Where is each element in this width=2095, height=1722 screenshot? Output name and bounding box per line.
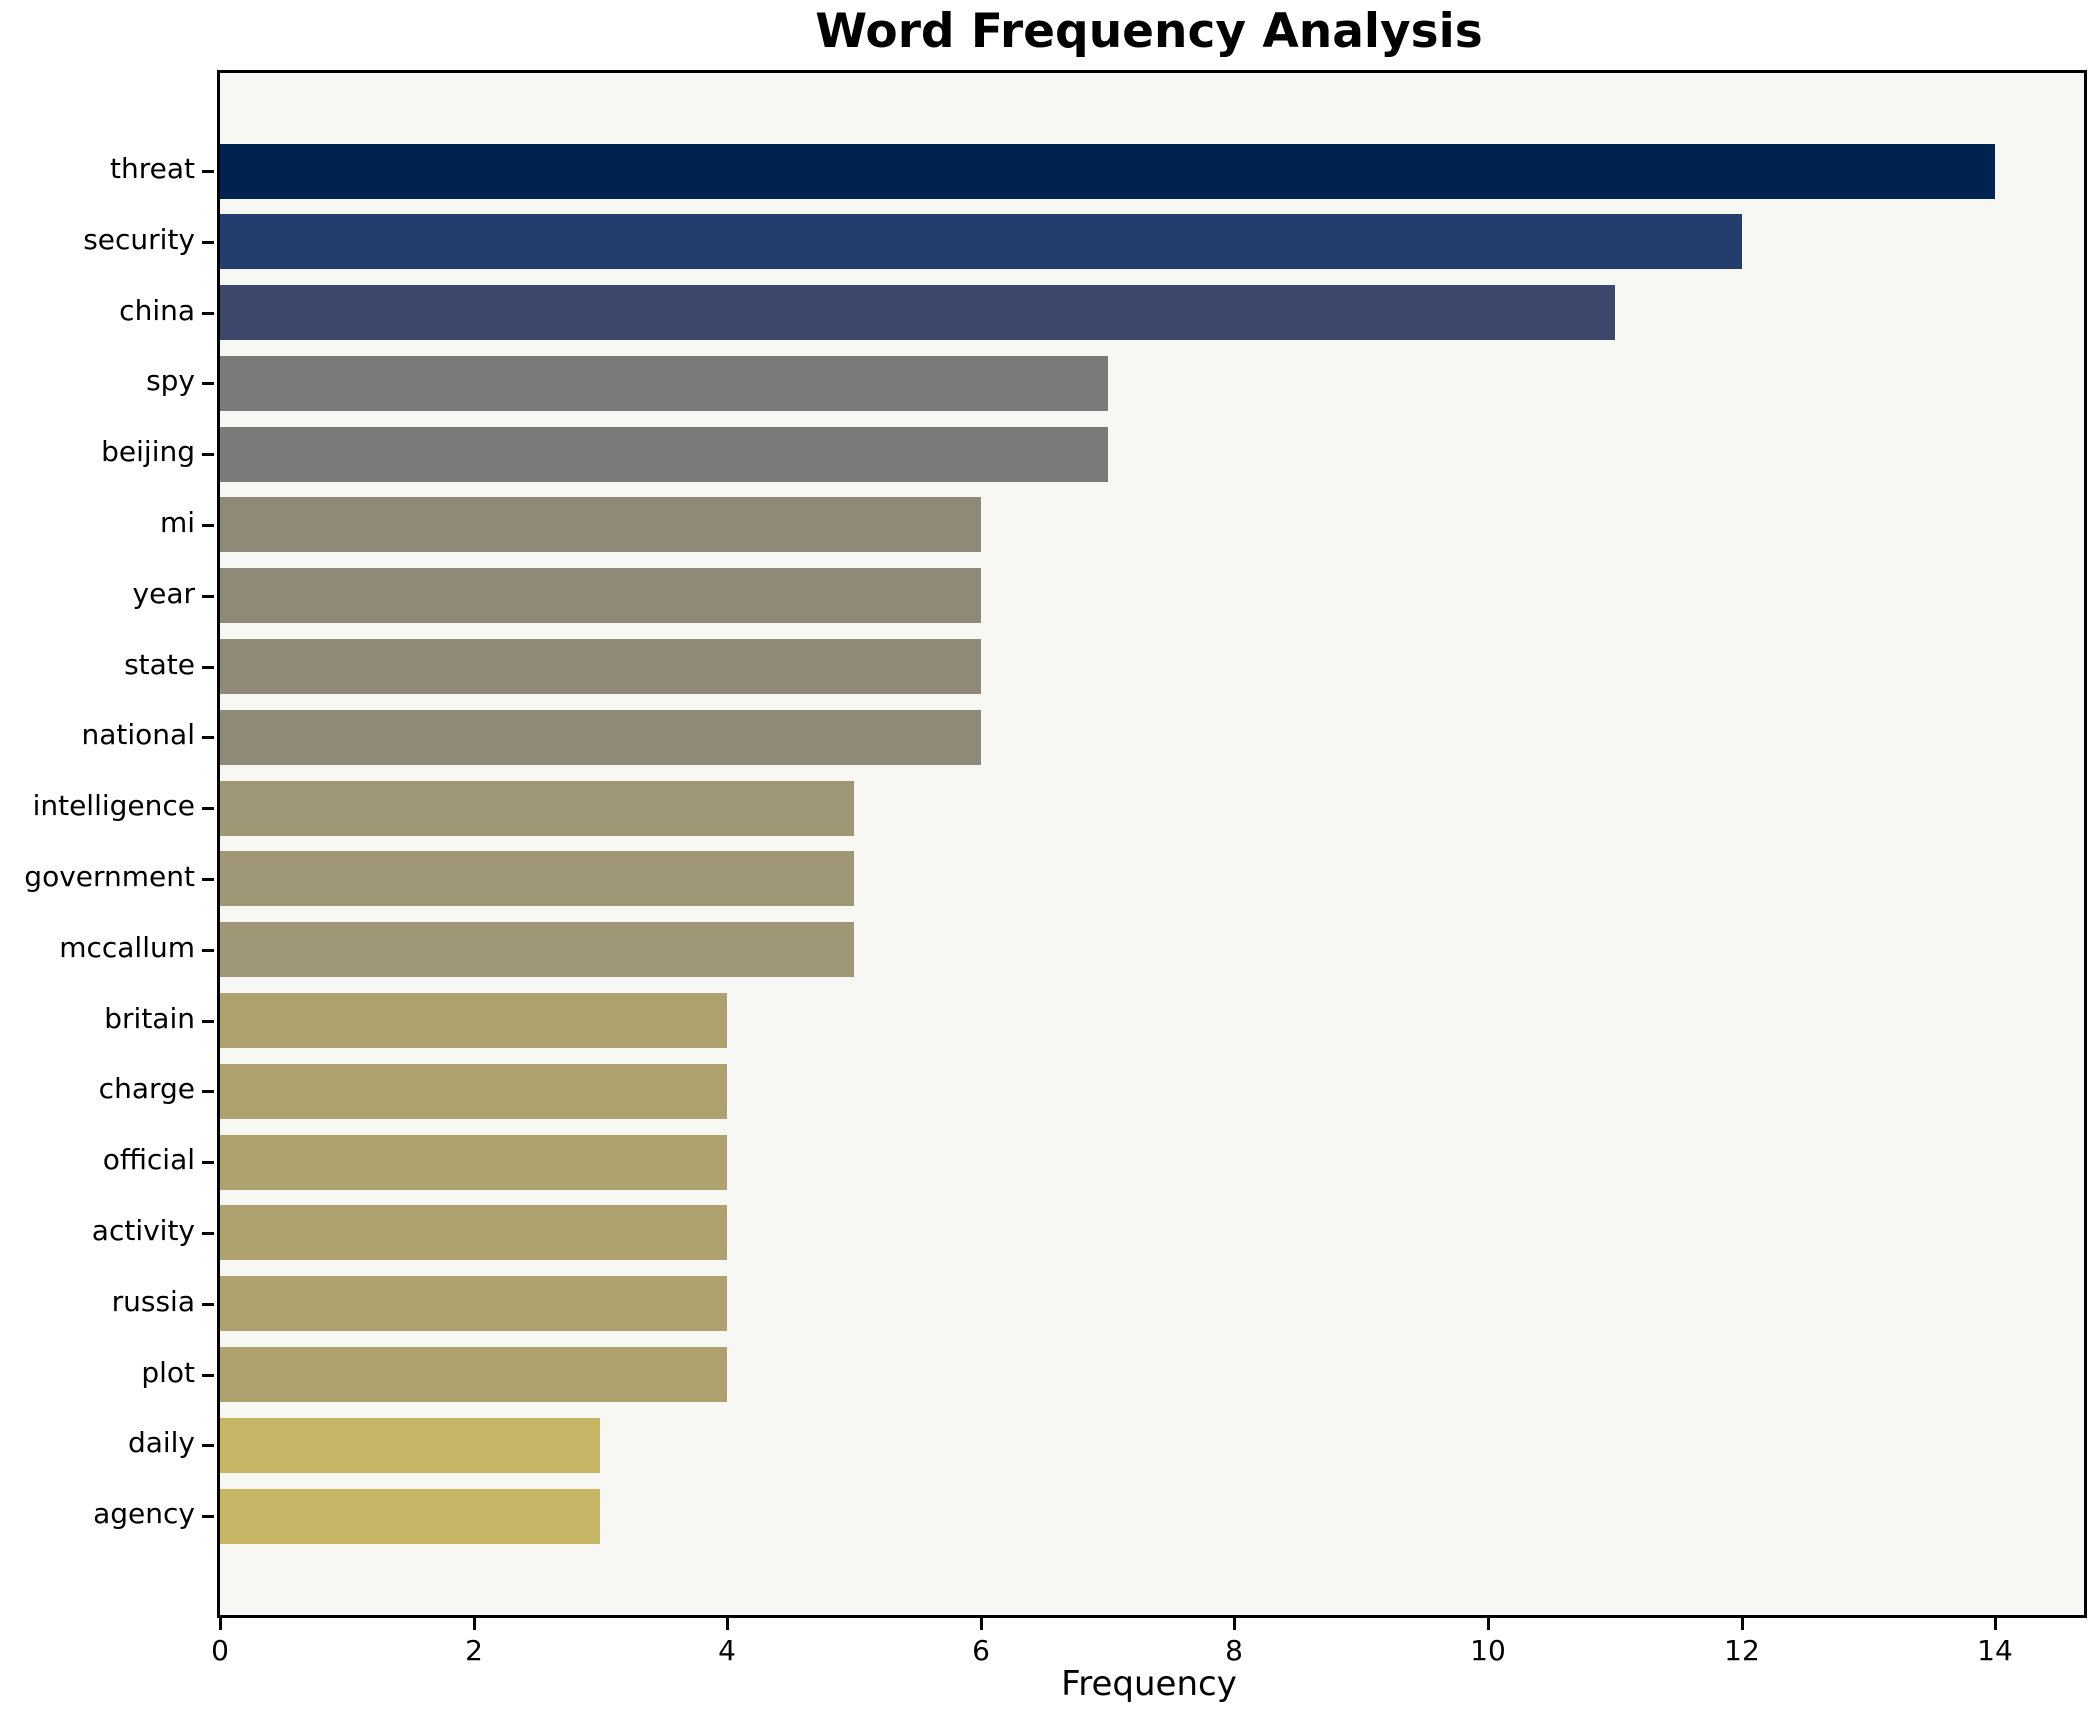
- x-tick-6: [980, 1618, 983, 1630]
- bar-china: [220, 285, 1615, 341]
- y-tick-russia: [202, 1303, 214, 1306]
- x-tick-14: [1994, 1618, 1997, 1630]
- x-tick-2: [473, 1618, 476, 1630]
- y-tick-label-agency: agency: [93, 1497, 195, 1530]
- y-tick-daily: [202, 1444, 214, 1447]
- bar-beijing: [220, 426, 1108, 482]
- x-tick-8: [1233, 1618, 1236, 1630]
- x-tick-label-4: 4: [718, 1634, 736, 1667]
- bar-agency: [220, 1488, 600, 1544]
- y-tick-state: [202, 666, 214, 669]
- y-tick-plot: [202, 1374, 214, 1377]
- y-tick-label-russia: russia: [111, 1285, 195, 1318]
- y-tick-beijing: [202, 453, 214, 456]
- bar-year: [220, 568, 981, 624]
- bar-intelligence: [220, 780, 854, 836]
- x-tick-0: [219, 1618, 222, 1630]
- bar-charge: [220, 1063, 727, 1119]
- bar-activity: [220, 1205, 727, 1261]
- y-tick-label-china: china: [119, 294, 195, 327]
- plot-area: [217, 70, 2087, 1618]
- y-tick-threat: [202, 170, 214, 173]
- x-tick-label-8: 8: [1225, 1634, 1243, 1667]
- y-tick-britain: [202, 1020, 214, 1023]
- y-tick-intelligence: [202, 807, 214, 810]
- y-tick-label-spy: spy: [146, 364, 195, 397]
- y-tick-mccallum: [202, 949, 214, 952]
- x-tick-label-14: 14: [1977, 1634, 2013, 1667]
- x-tick-label-10: 10: [1470, 1634, 1506, 1667]
- y-tick-label-mccallum: mccallum: [59, 931, 195, 964]
- y-tick-mi: [202, 524, 214, 527]
- y-tick-charge: [202, 1090, 214, 1093]
- bar-national: [220, 709, 981, 765]
- x-axis-label: Frequency: [1061, 1664, 1237, 1704]
- y-tick-national: [202, 736, 214, 739]
- y-tick-government: [202, 878, 214, 881]
- y-tick-label-government: government: [24, 860, 195, 893]
- y-tick-label-year: year: [132, 577, 195, 610]
- chart-title: Word Frequency Analysis: [815, 4, 1483, 59]
- y-tick-label-national: national: [81, 718, 195, 751]
- bar-russia: [220, 1276, 727, 1332]
- y-tick-activity: [202, 1232, 214, 1235]
- bar-security: [220, 214, 1742, 270]
- bar-threat: [220, 143, 1995, 199]
- y-tick-label-beijing: beijing: [101, 435, 195, 468]
- bar-daily: [220, 1417, 600, 1473]
- x-tick-label-6: 6: [972, 1634, 990, 1667]
- y-tick-agency: [202, 1515, 214, 1518]
- y-tick-label-official: official: [102, 1143, 195, 1176]
- bar-mccallum: [220, 922, 854, 978]
- y-tick-label-intelligence: intelligence: [32, 789, 195, 822]
- x-tick-4: [726, 1618, 729, 1630]
- x-tick-12: [1741, 1618, 1744, 1630]
- y-tick-label-daily: daily: [127, 1426, 195, 1459]
- y-tick-year: [202, 595, 214, 598]
- bar-spy: [220, 355, 1108, 411]
- bar-state: [220, 639, 981, 695]
- y-tick-label-britain: britain: [104, 1002, 195, 1035]
- x-tick-label-2: 2: [465, 1634, 483, 1667]
- bar-plot: [220, 1347, 727, 1403]
- bar-britain: [220, 993, 727, 1049]
- bar-mi: [220, 497, 981, 553]
- bar-official: [220, 1134, 727, 1190]
- x-tick-label-0: 0: [211, 1634, 229, 1667]
- y-tick-china: [202, 312, 214, 315]
- y-tick-label-mi: mi: [159, 506, 195, 539]
- y-tick-label-security: security: [83, 223, 195, 256]
- y-tick-label-state: state: [124, 648, 195, 681]
- y-tick-label-threat: threat: [110, 152, 195, 185]
- bar-government: [220, 851, 854, 907]
- y-tick-official: [202, 1161, 214, 1164]
- y-tick-label-charge: charge: [98, 1072, 195, 1105]
- x-tick-10: [1487, 1618, 1490, 1630]
- y-tick-security: [202, 241, 214, 244]
- y-tick-label-plot: plot: [141, 1356, 195, 1389]
- y-tick-spy: [202, 382, 214, 385]
- y-tick-label-activity: activity: [91, 1214, 195, 1247]
- x-tick-label-12: 12: [1724, 1634, 1760, 1667]
